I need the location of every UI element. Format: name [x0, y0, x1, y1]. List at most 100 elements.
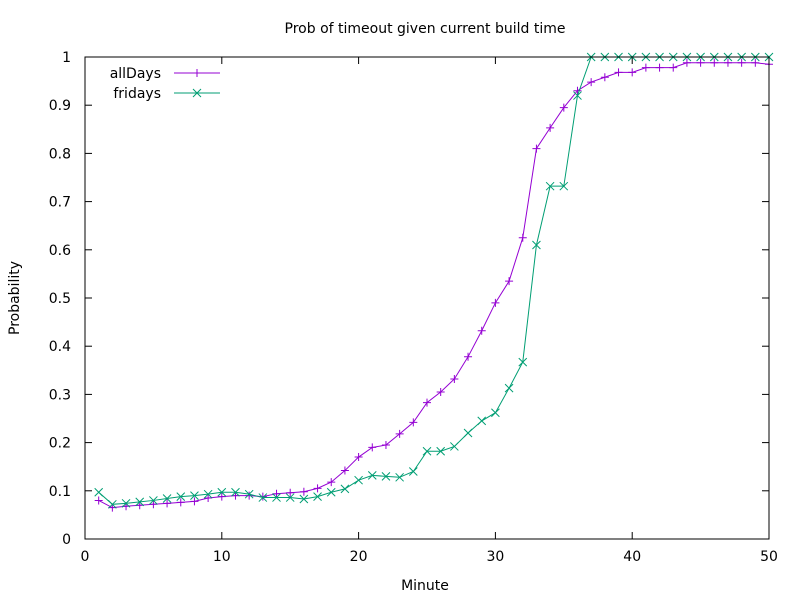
x-tick-label: 0: [81, 549, 90, 565]
data-point-plus: [354, 453, 363, 462]
legend-entry-allDays: allDays: [110, 66, 220, 82]
data-point-plus: [368, 443, 377, 452]
data-point-plus: [149, 500, 158, 509]
data-point-cross: [532, 240, 541, 250]
legend-label: allDays: [110, 66, 161, 82]
x-tick-label: 20: [350, 549, 368, 565]
data-point-plus: [217, 492, 226, 501]
y-tick-label: 0.3: [49, 387, 71, 403]
x-tick-label: 50: [760, 549, 778, 565]
data-point-plus: [395, 429, 404, 438]
data-point-cross: [436, 446, 446, 456]
data-point-plus: [423, 398, 431, 407]
legend-entry-fridays: fridays: [113, 86, 220, 102]
data-point-plus: [381, 441, 390, 450]
data-point-plus: [477, 326, 486, 335]
data-point-plus: [546, 123, 555, 132]
data-point-plus: [94, 496, 103, 505]
data-point-cross: [272, 493, 281, 502]
data-point-plus: [669, 63, 678, 72]
data-point-cross: [463, 428, 473, 438]
data-point-plus: [682, 58, 691, 67]
data-point-cross: [408, 467, 418, 476]
data-point-plus: [559, 103, 568, 112]
data-point-plus: [176, 498, 185, 507]
y-tick-label: 0.8: [49, 146, 71, 162]
data-point-cross: [491, 408, 500, 418]
data-point-plus: [628, 68, 637, 77]
data-point-cross: [217, 487, 227, 497]
data-point-cross: [477, 416, 487, 426]
data-point-cross: [299, 494, 309, 504]
data-point-cross: [326, 487, 336, 497]
y-tick-label: 0.5: [49, 291, 71, 307]
data-point-cross: [244, 489, 254, 499]
data-point-plus: [614, 68, 623, 77]
data-point-cross: [573, 91, 582, 100]
data-point-plus: [450, 374, 459, 383]
data-point-plus: [272, 489, 281, 498]
y-tick-label: 0.4: [49, 339, 71, 355]
data-point-plus: [286, 488, 295, 497]
data-point-plus: [641, 63, 650, 72]
ticks-layer: 0 10 20 30 40 50 0 0.1 0.2 0.3 0.4 0.5 0.6 0.7 0.8 0.9 1: [49, 50, 778, 565]
legend: allDays fridays: [110, 66, 220, 102]
data-point-plus: [464, 352, 473, 361]
data-point-cross: [450, 442, 459, 451]
data-point-cross: [203, 489, 213, 499]
y-tick-label: 0.9: [49, 98, 71, 114]
data-point-cross: [559, 181, 569, 191]
data-point-plus: [655, 63, 664, 72]
series-allDays: [94, 58, 773, 512]
data-point-cross: [258, 493, 268, 502]
data-point-plus: [505, 277, 514, 286]
data-point-cross: [518, 357, 528, 367]
data-point-plus: [327, 478, 336, 487]
data-point-cross: [545, 181, 555, 191]
x-tick-label: 40: [623, 549, 641, 565]
data-point-plus: [696, 58, 705, 67]
data-point-cross: [108, 499, 117, 509]
plot-frame: [84, 56, 770, 540]
data-point-plus: [190, 497, 199, 506]
data-point-plus: [299, 487, 308, 496]
data-point-plus: [409, 418, 418, 427]
data-point-cross: [285, 493, 295, 502]
data-point-cross: [135, 497, 145, 507]
data-point-plus: [436, 387, 445, 396]
data-point-plus: [135, 501, 144, 510]
data-point-plus: [600, 73, 609, 82]
data-point-cross: [162, 494, 172, 503]
data-point-plus: [231, 491, 240, 500]
data-point-plus: [710, 58, 719, 67]
data-point-cross: [190, 491, 199, 500]
data-point-plus: [340, 466, 349, 475]
legend-label: fridays: [113, 86, 161, 102]
data-point-cross: [381, 471, 391, 481]
y-axis-label: Probability: [7, 261, 23, 335]
data-point-plus: [245, 491, 254, 500]
data-point-cross: [354, 475, 363, 485]
x-tick-label: 30: [486, 549, 504, 565]
data-point-cross: [395, 472, 404, 482]
data-point-cross: [422, 446, 432, 456]
data-point-plus: [587, 78, 596, 87]
data-point-plus: [193, 69, 201, 77]
data-point-cross: [149, 496, 158, 505]
data-point-cross: [121, 498, 131, 508]
data-point-cross: [367, 471, 377, 480]
y-tick-label: 0.6: [49, 243, 71, 259]
y-tick-label: 0.1: [49, 484, 71, 500]
data-point-cross: [192, 88, 202, 98]
data-point-plus: [737, 58, 746, 67]
data-point-cross: [231, 487, 240, 497]
data-point-plus: [573, 86, 582, 95]
data-point-plus: [532, 144, 541, 153]
data-point-plus: [313, 484, 322, 493]
data-point-cross: [176, 492, 186, 501]
data-point-plus: [723, 58, 732, 67]
y-tick-label: 0: [62, 532, 71, 548]
y-tick-label: 1: [62, 50, 71, 66]
data-point-plus: [163, 499, 172, 508]
